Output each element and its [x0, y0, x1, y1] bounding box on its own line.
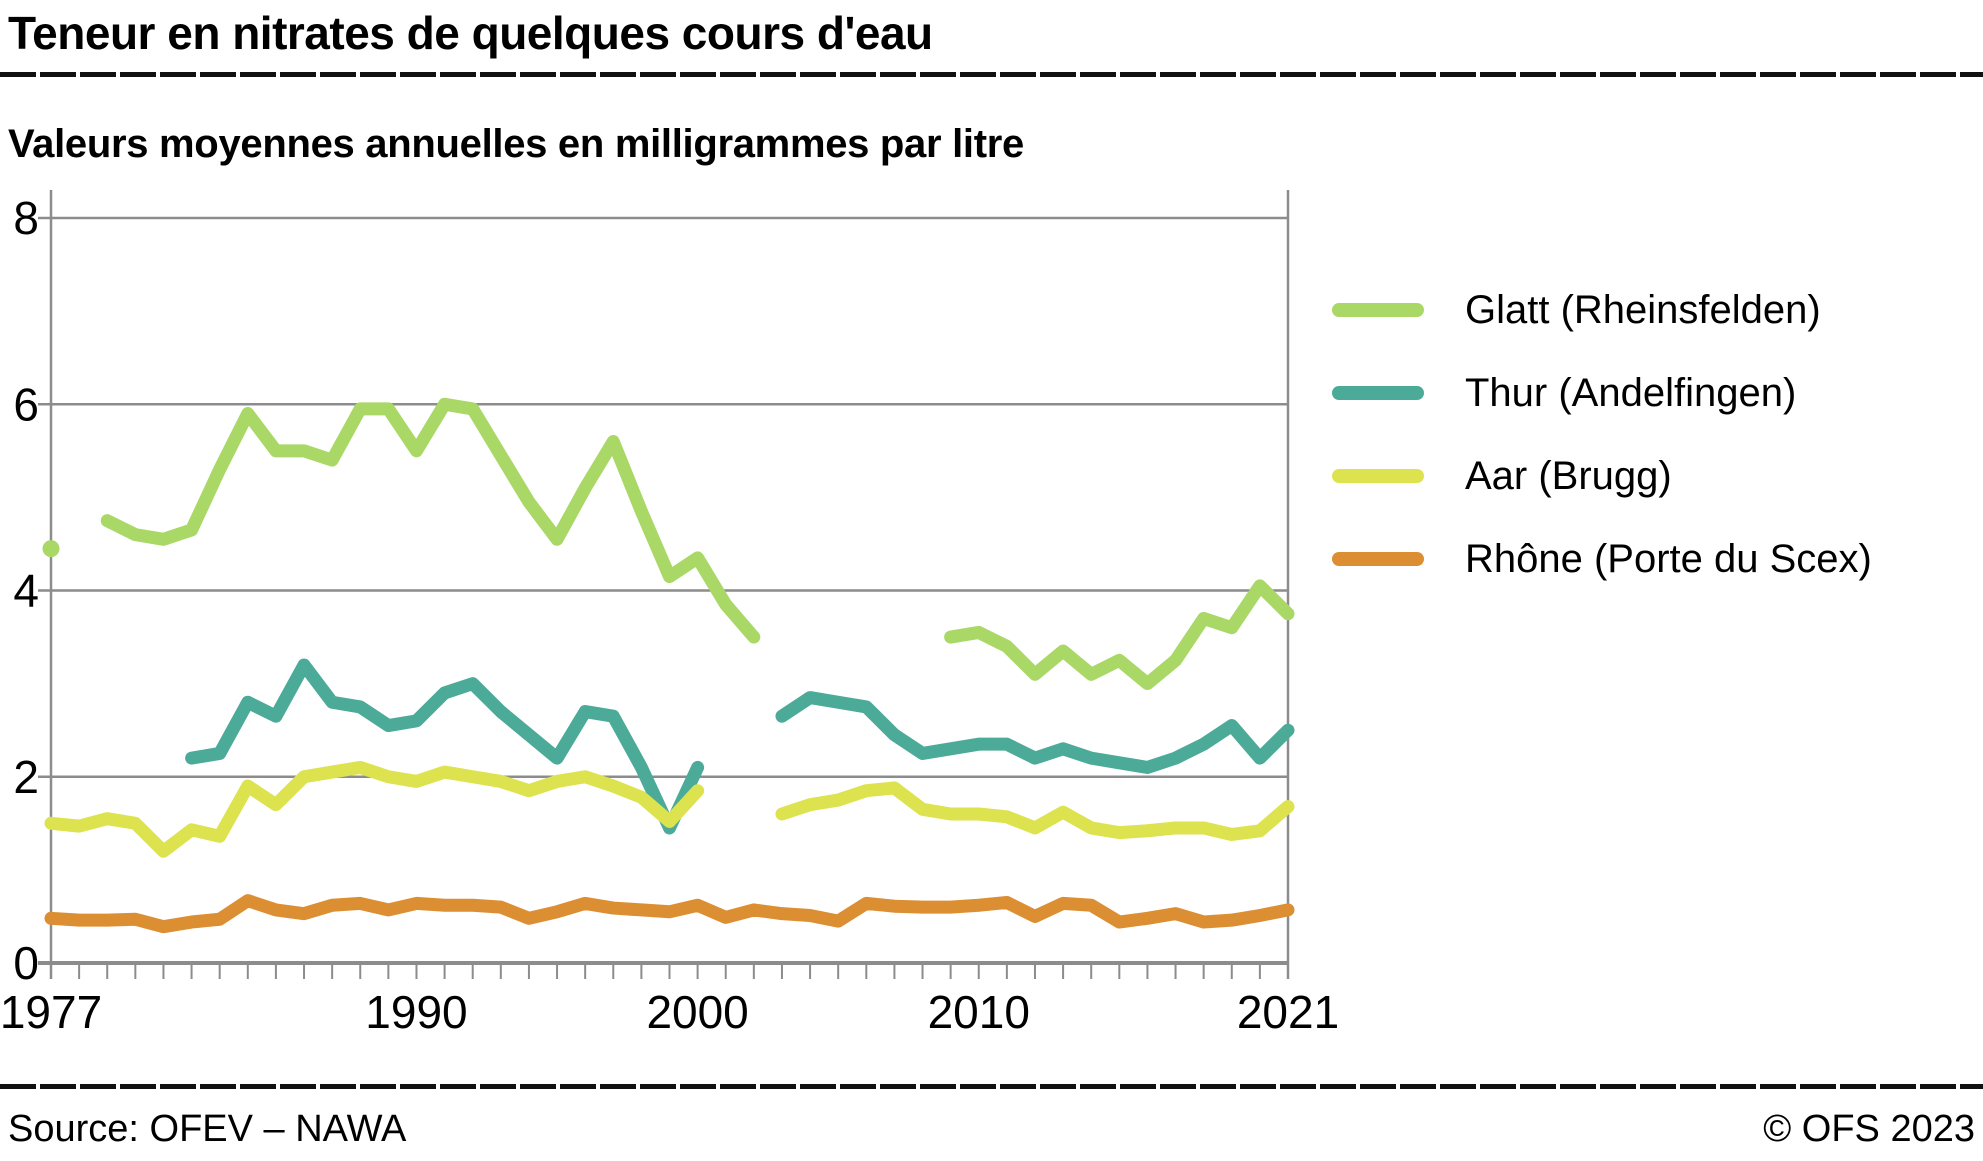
series-line-3: [44, 894, 1295, 934]
legend-label-glatt: Glatt (Rheinsfelden): [1465, 287, 1821, 332]
series-point-0: [42, 540, 60, 558]
x-tick-label-2000: 2000: [646, 986, 748, 1038]
chart-subtitle: Valeurs moyennes annuelles en milligramm…: [8, 122, 1024, 166]
legend-label-thur: Thur (Andelfingen): [1465, 370, 1797, 415]
y-tick-label-0: 0: [13, 937, 39, 989]
legend-swatch-thur: [1332, 386, 1424, 400]
legend-swatch-rhone: [1332, 552, 1424, 566]
series-line-0: [100, 397, 761, 644]
y-tick-label-4: 4: [13, 565, 39, 617]
x-tick-label-1990: 1990: [365, 986, 467, 1038]
title-rule: [0, 72, 1983, 77]
legend-swatch-aar: [1332, 469, 1424, 483]
legend-item-aar: Aar (Brugg): [1332, 452, 1872, 500]
legend-label-rhone: Rhône (Porte du Scex): [1465, 536, 1872, 581]
page-title: Teneur en nitrates de quelques cours d'e…: [8, 7, 933, 59]
footer-copyright: © OFS 2023: [1763, 1108, 1975, 1150]
legend-swatch-glatt: [1332, 303, 1424, 317]
x-tick-label-2010: 2010: [928, 986, 1030, 1038]
series-line-1: [775, 691, 1295, 774]
footer-source: Source: OFEV – NAWA: [8, 1108, 407, 1150]
x-tick-label-2021: 2021: [1237, 986, 1339, 1038]
legend-item-rhone: Rhône (Porte du Scex): [1332, 535, 1872, 583]
y-tick-label-6: 6: [13, 378, 39, 430]
y-tick-label-2: 2: [13, 751, 39, 803]
legend-item-thur: Thur (Andelfingen): [1332, 369, 1872, 417]
series-line-2: [44, 760, 705, 858]
legend-item-glatt: Glatt (Rheinsfelden): [1332, 286, 1872, 334]
footer-rule: [0, 1084, 1983, 1089]
legend-label-aar: Aar (Brugg): [1465, 453, 1672, 498]
series-line-1: [185, 658, 705, 835]
series-line-0: [944, 579, 1295, 691]
y-tick-label-8: 8: [13, 192, 39, 244]
x-tick-label-1977: 1977: [0, 986, 102, 1038]
series-line-2: [775, 781, 1295, 841]
chart-legend: Glatt (Rheinsfelden) Thur (Andelfingen) …: [1332, 286, 1872, 618]
